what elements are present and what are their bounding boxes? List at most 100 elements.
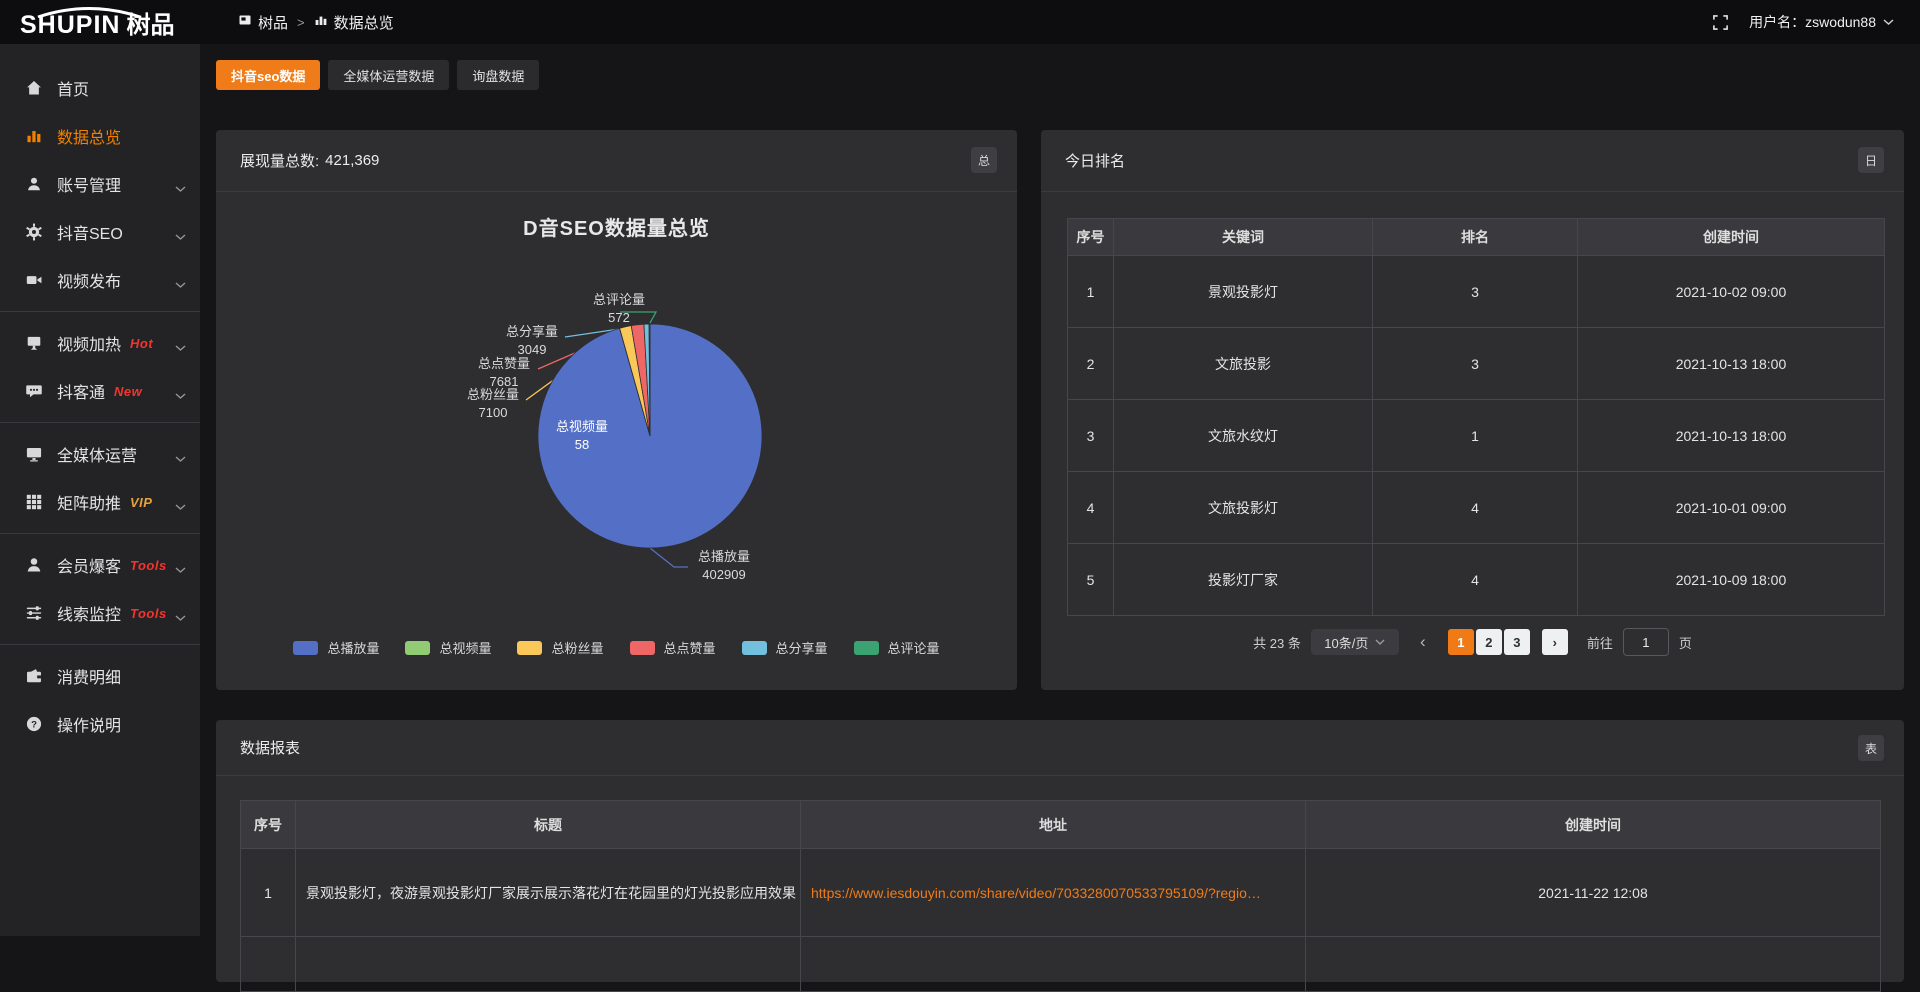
sidebar-item-label: 全媒体运营	[57, 448, 138, 465]
total-count-label: 共 23 条	[1253, 635, 1301, 651]
ranking-table-row: 3 文旅水纹灯 1 2021-10-13 18:00	[1067, 399, 1885, 472]
sidebar-item-4[interactable]: 视频发布	[0, 256, 200, 304]
daily-view-button[interactable]: 日	[1858, 147, 1884, 173]
sidebar-item-label: 线索监控	[57, 607, 122, 624]
sidebar-item-1[interactable]: 数据总览	[0, 112, 200, 160]
breadcrumb: 树品 > 数据总览	[238, 12, 394, 33]
chevron-down-icon	[175, 498, 186, 516]
legend-item-0[interactable]: 总播放量	[293, 638, 379, 657]
monitor-icon	[24, 444, 44, 464]
ranking-cell: 文旅投影灯	[1113, 471, 1373, 544]
sidebar-item-label: 账号管理	[57, 178, 122, 195]
report-table: 序号 标题 地址 创建时间 1 景观投影灯，夜游景观投影灯厂家展示展示落花灯在花…	[240, 800, 1881, 992]
overview-panel-header: 展现量总数: 421,369 总	[216, 130, 1017, 192]
video-link[interactable]: https://www.iesdouyin.com/share/video/70…	[811, 884, 1261, 901]
breadcrumb-item-home[interactable]: 树品	[238, 12, 288, 33]
pie-label-value: 572	[608, 309, 630, 325]
pie-label-videos: 总视频量 58	[532, 418, 632, 453]
pie-label-value: 58	[574, 436, 590, 452]
sidebar: 首页 数据总览账号管理抖音SEO 视频发布视频加热 Hot 抖客通 New 全媒体运营矩阵助…	[0, 44, 200, 936]
sidebar-item-7[interactable]: 全媒体运营	[0, 430, 200, 478]
user-menu[interactable]: 用户名：zswodun88	[1749, 12, 1894, 32]
sliders-icon	[24, 603, 44, 623]
legend-item-5[interactable]: 总评论量	[853, 638, 940, 657]
next-page-button[interactable]: ›	[1541, 629, 1568, 655]
screen-icon	[24, 333, 44, 353]
legend-item-4[interactable]: 总分享量	[741, 638, 828, 657]
ranking-panel-header: 今日排名 日	[1041, 130, 1904, 192]
sidebar-divider	[0, 644, 200, 645]
fullscreen-icon[interactable]	[1712, 14, 1729, 31]
sidebar-item-10[interactable]: 线索监控 Tools	[0, 589, 200, 637]
chevron-down-icon	[175, 180, 186, 198]
legend-swatch	[629, 640, 655, 655]
sidebar-item-6[interactable]: 抖客通 New	[0, 367, 200, 415]
legend-swatch	[293, 640, 319, 655]
sidebar-divider	[0, 311, 200, 312]
logo-text-en: SHUPIN	[20, 10, 121, 39]
ranking-table-row: 4 文旅投影灯 4 2021-10-01 09:00	[1067, 471, 1885, 544]
ranking-cell: 4	[1067, 471, 1114, 544]
sidebar-item-0[interactable]: 首页	[0, 64, 200, 112]
tab-0[interactable]: 抖音seo数据	[216, 60, 321, 90]
pagination: 共 23 条 10条/页 ‹ 123 › 前往 页	[1041, 628, 1904, 656]
goto-page-input[interactable]	[1622, 628, 1669, 656]
report-table-row: 1 景观投影灯，夜游景观投影灯厂家展示展示落花灯在花园里的灯光投影应用效果 # …	[240, 848, 1881, 937]
ranking-cell: 1	[1067, 255, 1114, 328]
sidebar-item-badge: Tools	[130, 557, 167, 573]
chart-legend: 总播放量 总视频量 总粉丝量 总点赞量 总分享量 总评论量	[216, 638, 1017, 657]
ranking-title: 今日排名	[1065, 153, 1126, 170]
sidebar-item-label: 视频加热	[57, 337, 122, 354]
legend-item-2[interactable]: 总粉丝量	[517, 638, 604, 657]
sidebar-item-5[interactable]: 视频加热 Hot	[0, 319, 200, 367]
ranking-cell: 2021-10-13 18:00	[1577, 327, 1885, 400]
column-header: 地址	[800, 800, 1306, 849]
ranking-cell: 投影灯厂家	[1113, 543, 1373, 616]
chevron-down-icon	[175, 339, 186, 357]
page-button-3[interactable]: 3	[1503, 629, 1530, 655]
tab-1[interactable]: 全媒体运营数据	[328, 60, 450, 90]
pie-label-name: 总分享量	[505, 324, 558, 339]
column-header: 序号	[240, 800, 296, 849]
page-button-1[interactable]: 1	[1447, 629, 1474, 655]
legend-item-3[interactable]: 总点赞量	[629, 638, 716, 657]
pie-slice-5[interactable]	[648, 323, 651, 437]
ranking-cell: 2021-10-02 09:00	[1577, 255, 1885, 328]
total-view-button[interactable]: 总	[971, 147, 997, 173]
sidebar-item-8[interactable]: 矩阵助推 VIP	[0, 478, 200, 526]
sidebar-item-9[interactable]: 会员爆客 Tools	[0, 541, 200, 589]
sidebar-item-3[interactable]: 抖音SEO	[0, 208, 200, 256]
ranking-cell: 1	[1372, 399, 1578, 472]
ranking-cell: 4	[1372, 543, 1578, 616]
tab-2[interactable]: 询盘数据	[457, 60, 540, 90]
sidebar-item-11[interactable]: 消费明细	[0, 652, 200, 700]
sidebar-item-12[interactable]: ? 操作说明	[0, 700, 200, 748]
chevron-down-icon	[175, 387, 186, 405]
ranking-cell: 3	[1372, 327, 1578, 400]
wallet-icon	[24, 666, 44, 686]
legend-label: 总分享量	[775, 641, 828, 656]
ranking-table-row: 1 景观投影灯 3 2021-10-02 09:00	[1067, 255, 1885, 328]
legend-label: 总点赞量	[663, 641, 716, 656]
page-size-select[interactable]: 10条/页	[1310, 629, 1399, 655]
page-button-2[interactable]: 2	[1475, 629, 1502, 655]
legend-item-1[interactable]: 总视频量	[405, 638, 491, 657]
report-panel-header: 数据报表 表	[216, 720, 1904, 776]
ranking-panel: 今日排名 日 序号 关键词 排名 创建时间 1 景观投影灯 3 2021-10-02 09:…	[1041, 130, 1904, 690]
user-icon	[24, 174, 44, 194]
sidebar-item-2[interactable]: 账号管理	[0, 160, 200, 208]
sidebar-divider	[0, 533, 200, 534]
pie-chart-area: D音SEO数据量总览 总播放量 402909 总视频量 58 总粉丝量 7100…	[216, 192, 1017, 689]
sidebar-divider	[0, 422, 200, 423]
ranking-table-row: 2 文旅投影 3 2021-10-13 18:00	[1067, 327, 1885, 400]
topbar-right: 用户名：zswodun88	[1712, 12, 1920, 32]
prev-page-button[interactable]: ‹	[1419, 632, 1426, 651]
sidebar-item-label: 抖音SEO	[57, 226, 123, 243]
breadcrumb-item-current[interactable]: 数据总览	[314, 12, 394, 33]
ranking-cell: 2021-10-13 18:00	[1577, 399, 1885, 472]
created-time-cell: 2021-11-22 12:08	[1305, 848, 1881, 937]
pie-leader-line	[620, 311, 658, 324]
table-view-button[interactable]: 表	[1858, 735, 1884, 761]
app-logo[interactable]: SHUPIN 树品	[0, 5, 206, 40]
